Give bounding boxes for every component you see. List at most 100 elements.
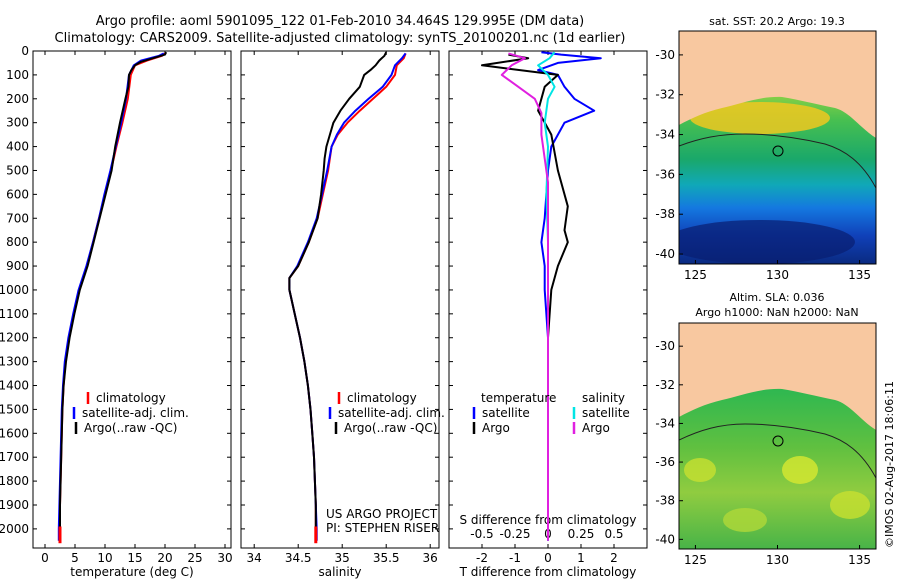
depth-tick-label: 1800 — [0, 474, 29, 488]
x-tick-label: 10 — [97, 551, 112, 565]
difference-axis: -2 -1 0 1 2-0.5 -0.25 0 0.25 0.5 — [470, 51, 624, 565]
map-y-tick-label: -36 — [655, 455, 675, 469]
s-difference-tick-label: -0.5 — [470, 527, 493, 541]
x-tick-label: -1 — [509, 551, 521, 565]
depth-tick-label: 1600 — [0, 426, 29, 440]
legend-temperature-title: temperature — [481, 391, 556, 405]
depth-tick-label: 1000 — [0, 283, 29, 297]
x-tick-label: 20 — [157, 551, 172, 565]
temperature-axes — [32, 50, 232, 549]
series-line-argo-raw-qc- — [288, 51, 388, 529]
series-line-climatology — [288, 53, 407, 541]
x-tick-label: 0 — [544, 551, 552, 565]
map-x-tick-label: 125 — [684, 553, 707, 567]
map-y-tick-label: -40 — [655, 532, 675, 546]
sst-map-land — [679, 31, 876, 138]
map-x-tick-label: 130 — [766, 268, 789, 282]
depth-tick-label: 700 — [6, 211, 29, 225]
credit-text: ©IMOS 02-Aug-2017 18:06:11 — [883, 381, 896, 548]
sst-map — [679, 31, 876, 264]
depth-tick-label: 1500 — [0, 402, 29, 416]
map-y-tick-label: -32 — [655, 378, 675, 392]
salinity-series — [288, 51, 407, 544]
depth-tick-label: 500 — [6, 163, 29, 177]
depth-tick-label: 900 — [6, 259, 29, 273]
sla-map-title: Altim. SLA: 0.036 — [729, 291, 824, 304]
x-tick-label: 1 — [577, 551, 585, 565]
x-tick-label: 35.5 — [373, 551, 400, 565]
salinity-axes — [240, 50, 440, 549]
depth-tick-label: 800 — [6, 235, 29, 249]
map-x-tick-label: 125 — [684, 268, 707, 282]
legend-t-argo: Argo — [482, 421, 510, 435]
depth-tick-label: 1100 — [0, 307, 29, 321]
x-tick-label: -2 — [476, 551, 488, 565]
depth-tick-label: 300 — [6, 116, 29, 130]
x-tick-label: 36 — [423, 551, 438, 565]
series-line-argo — [481, 53, 569, 529]
sla-map-subtitle: Argo h1000: NaN h2000: NaN — [695, 306, 858, 319]
map-x-tick-label: 135 — [848, 268, 871, 282]
x-tick-label: 5 — [71, 551, 79, 565]
map-y-tick-label: -38 — [655, 207, 675, 221]
map-y-tick-label: -38 — [655, 494, 675, 508]
sst-cold-patch — [679, 220, 855, 264]
legend-s-satellite: satellite — [582, 406, 630, 420]
salinity-legend: climatology satellite-adj. clim. Argo(..… — [328, 391, 445, 435]
x-tick-label: 34.5 — [285, 551, 312, 565]
sla-argo-marker — [772, 435, 784, 447]
s-difference-tick-label: -0.25 — [499, 527, 530, 541]
depth-tick-label: 2000 — [0, 522, 29, 536]
map-y-tick-label: -34 — [655, 128, 675, 142]
x-tick-label: 30 — [217, 551, 232, 565]
sst-map-axes: 125 130 135 -30 -32 -34 -36 -38 -40 — [655, 48, 871, 282]
legend-t-satellite: satellite — [482, 406, 530, 420]
map-y-tick-label: -34 — [655, 416, 675, 430]
depth-tick-label: 200 — [6, 92, 29, 106]
map-y-tick-label: -30 — [655, 48, 675, 62]
depth-tick-label: 1400 — [0, 379, 29, 393]
legend-climatology: climatology — [96, 391, 166, 405]
legend-argo: Argo(..raw -QC) — [84, 421, 177, 435]
map-x-tick-label: 130 — [766, 553, 789, 567]
series-line-salinity-argo — [500, 52, 549, 541]
title-line-1: Argo profile: aoml 5901095_122 01-Feb-20… — [96, 14, 585, 29]
sst-map-title: sat. SST: 20.2 Argo: 19.3 — [709, 15, 845, 28]
legend-satellite-adj: satellite-adj. clim. — [338, 406, 445, 420]
sst-argo-marker — [772, 145, 784, 157]
depth-axis: 0 100 200 300 400 500 600 700 800 900 1000 1100 1200… — [0, 44, 647, 536]
temperature-legend: climatology satellite-adj. clim. Argo(..… — [72, 391, 189, 435]
map-y-tick-label: -30 — [655, 339, 675, 353]
sla-yellow-patch-2 — [782, 456, 818, 484]
depth-tick-label: 1900 — [0, 498, 29, 512]
legend-satellite-adj: satellite-adj. clim. — [82, 406, 189, 420]
legend-argo: Argo(..raw -QC) — [344, 421, 437, 435]
depth-tick-label: 100 — [6, 68, 29, 82]
depth-tick-label: 1300 — [0, 355, 29, 369]
title-line-2: Climatology: CARS2009. Satellite-adjuste… — [55, 31, 626, 46]
pi-annotation: PI: STEPHEN RISER — [326, 521, 439, 535]
temperature-axis-label: temperature (deg C) — [70, 565, 193, 579]
x-tick-label: 0 — [41, 551, 49, 565]
t-difference-axis-label: T difference from climatology — [459, 565, 637, 579]
depth-tick-label: 1700 — [0, 450, 29, 464]
s-difference-tick-label: 0.5 — [604, 527, 623, 541]
x-tick-label: 15 — [127, 551, 142, 565]
depth-tick-label: 0 — [21, 44, 29, 58]
depth-tick-label: 400 — [6, 140, 29, 154]
temperature-axis: 0 5 10 15 20 25 30 — [41, 51, 233, 565]
series-line-satellite-adj-clim- — [57, 52, 165, 541]
s-difference-tick-label: 0.25 — [568, 527, 595, 541]
x-tick-label: 25 — [187, 551, 202, 565]
salinity-axis: 34 34.5 35 35.5 36 — [247, 51, 438, 565]
legend-climatology: climatology — [347, 391, 417, 405]
difference-legend: temperature salinity satellite Argo sate… — [472, 391, 630, 435]
depth-tick-label: 1200 — [0, 331, 29, 345]
sla-yellow-patch-4 — [723, 508, 767, 532]
series-line-climatology — [59, 52, 166, 541]
map-x-tick-label: 135 — [848, 553, 871, 567]
map-y-tick-label: -36 — [655, 167, 675, 181]
sla-yellow-patch-3 — [830, 491, 870, 519]
project-annotation: US ARGO PROJECT — [326, 507, 438, 521]
